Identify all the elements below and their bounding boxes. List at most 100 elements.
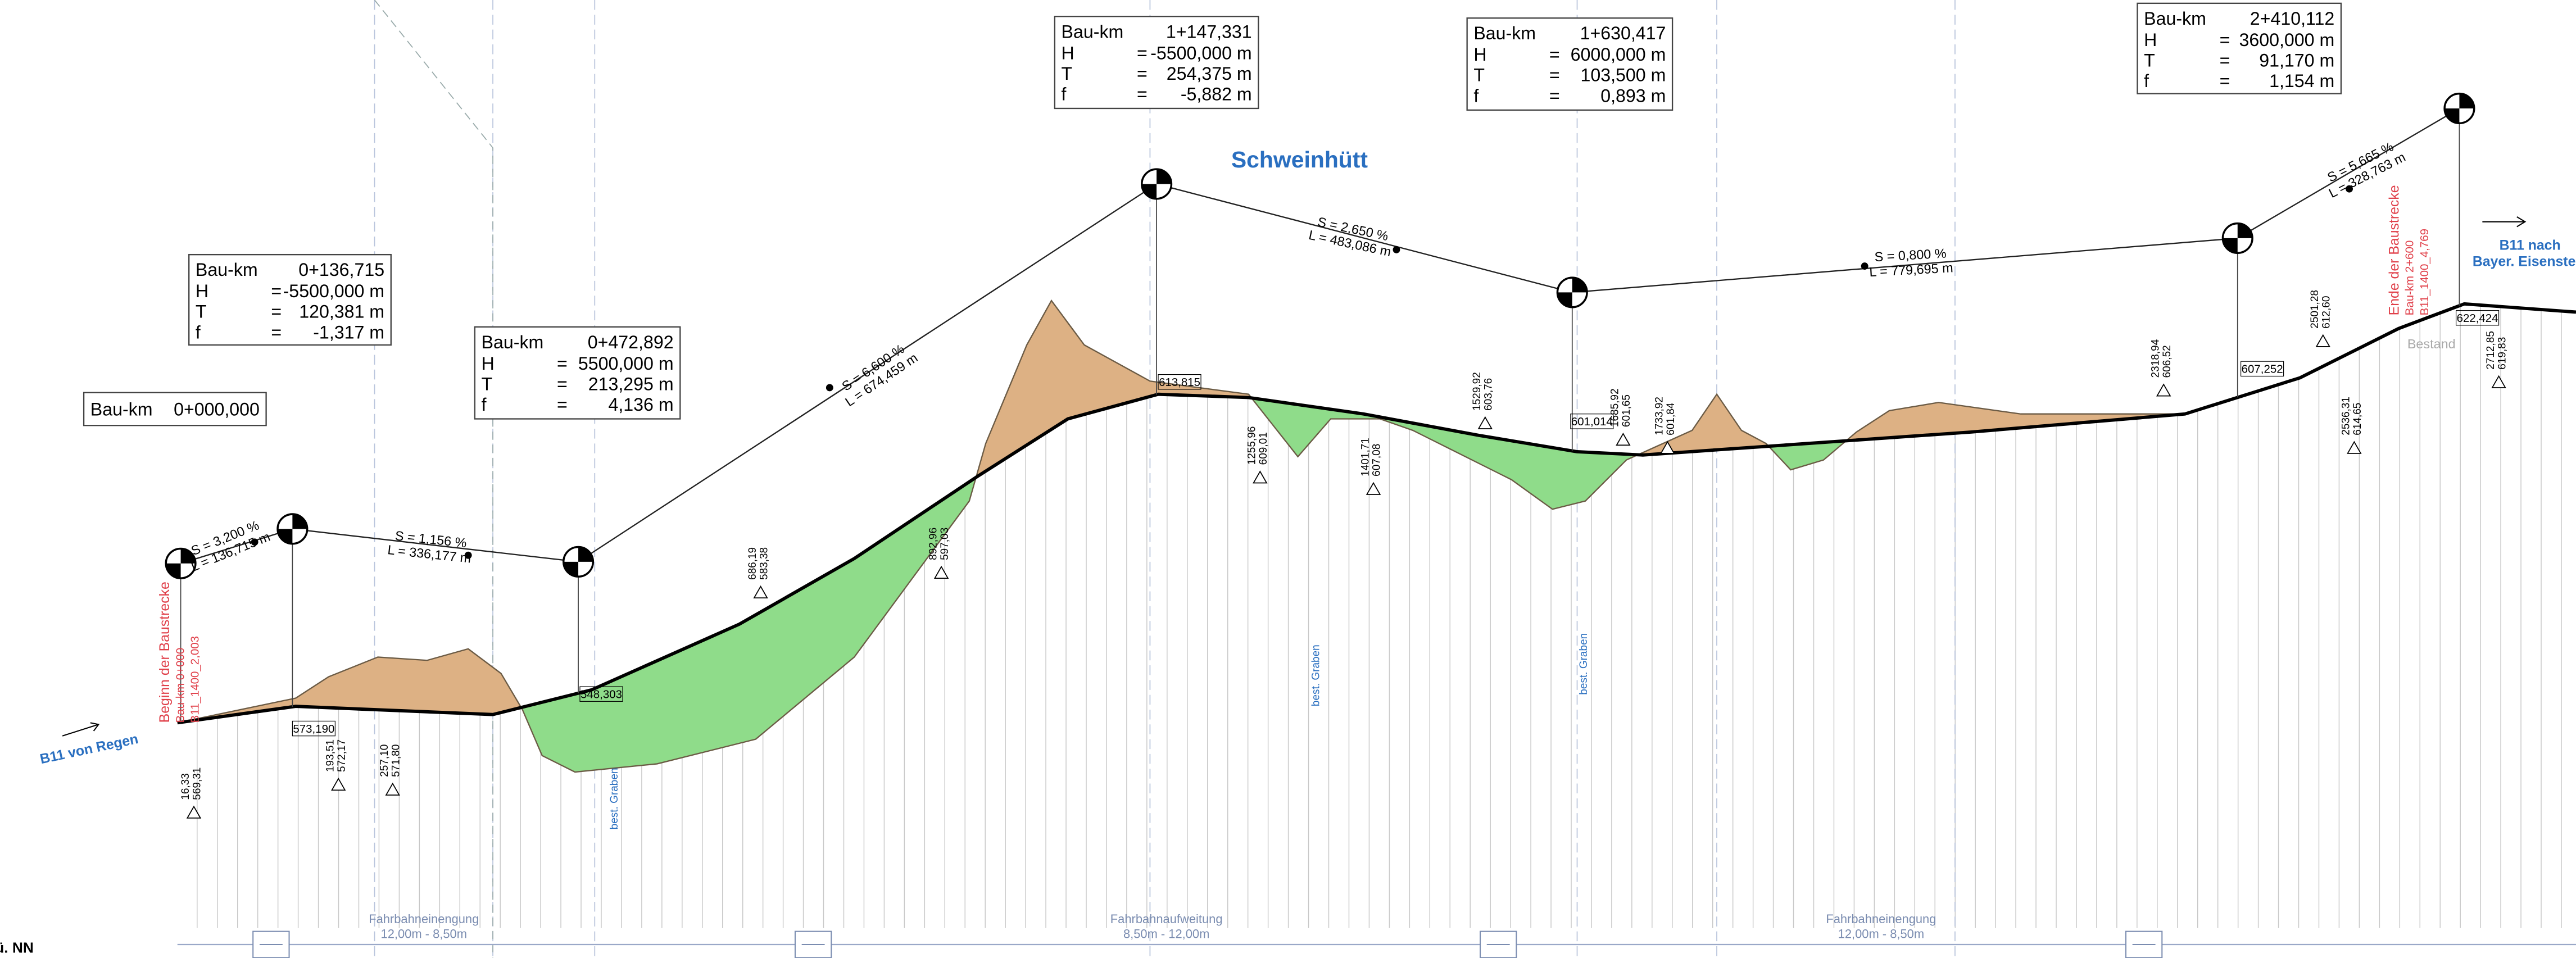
box-value: 0+000,000 xyxy=(174,399,260,420)
elevation-label: 607,252 xyxy=(2242,363,2283,376)
vertex-quadrant xyxy=(278,514,307,544)
box-station: 1+630,417 xyxy=(1580,23,1666,43)
pair-marker xyxy=(385,782,400,796)
pair-station: 686,19 xyxy=(747,547,759,580)
elevation-label: 573,190 xyxy=(293,723,334,735)
box-label: Bau-km xyxy=(1062,21,1124,42)
box-station: 0+136,715 xyxy=(298,260,384,280)
grade-line xyxy=(177,302,2576,725)
row-symbol: T xyxy=(1062,63,1073,84)
pair-marker xyxy=(2491,375,2506,388)
pair-marker xyxy=(2156,383,2171,397)
direction-arrow xyxy=(2482,216,2527,228)
tangent-arrow xyxy=(1393,246,1400,253)
pair-station: 1529,92 xyxy=(1471,372,1483,411)
box-label: Bau-km xyxy=(482,332,544,352)
elevation-label: 601,014 xyxy=(1571,415,1613,428)
row-symbol: f xyxy=(482,394,487,415)
row-eq: = xyxy=(557,374,568,394)
lane-note-width: 8,50m - 12,00m xyxy=(1123,927,1209,941)
pair-station: 2712,85 xyxy=(2485,331,2497,370)
row-value: -5500,000 m xyxy=(283,281,384,301)
row-symbol: H xyxy=(1062,43,1074,63)
pair-station: 193,51 xyxy=(324,739,336,772)
row-eq: = xyxy=(1549,85,1560,106)
vertex-quadrant xyxy=(1141,169,1172,199)
row-value: 120,381 m xyxy=(299,302,384,322)
row-symbol: f xyxy=(2144,71,2149,91)
ditch-label: best. Graben xyxy=(1578,633,1590,695)
row-eq: = xyxy=(271,281,282,301)
datum-label: ü. NN xyxy=(0,939,34,956)
row-eq: = xyxy=(1549,65,1560,85)
pair-marker xyxy=(1477,416,1493,429)
pair-elevation: 606,52 xyxy=(2161,345,2173,378)
row-symbol: H xyxy=(482,353,495,374)
row-eq: = xyxy=(557,353,568,374)
pair-elevation: 614,65 xyxy=(2352,403,2364,435)
pair-marker xyxy=(186,805,202,819)
row-value: -5500,000 m xyxy=(1150,43,1251,63)
direction-end: Bayer. Eisenste xyxy=(2473,255,2576,270)
lane-note-width: 12,00m - 8,50m xyxy=(381,927,467,941)
tangent-arrow xyxy=(464,551,472,559)
row-symbol: T xyxy=(196,302,207,322)
section-limit: Beginn der Baustrecke xyxy=(157,582,173,723)
box-station: 0+472,892 xyxy=(588,332,674,352)
box-frame xyxy=(83,392,267,426)
row-value: 1,154 m xyxy=(2269,71,2334,91)
section-limit: Ende der Baustrecke xyxy=(2387,185,2402,315)
lane-note-title: Fahrbahnaufweitung xyxy=(1110,912,1223,926)
row-symbol: f xyxy=(196,322,201,342)
slope-label: S = 0,800 %L = 779,695 m xyxy=(1869,246,1953,279)
row-symbol: T xyxy=(2144,50,2155,70)
section-limit: B11_1400_2,003 xyxy=(189,636,202,723)
row-eq: = xyxy=(1549,44,1560,65)
row-value: 91,170 m xyxy=(2259,50,2334,70)
section-limit: B11_1400_4,769 xyxy=(2418,229,2431,315)
ditch-label: best. Graben xyxy=(609,768,620,830)
row-eq: = xyxy=(1137,84,1148,104)
row-eq: = xyxy=(557,394,568,415)
section-limit: Bau-km 0+000 xyxy=(174,648,187,723)
tangent-arrow xyxy=(826,384,833,392)
elevation-frame xyxy=(1570,414,1614,429)
pair-station: 16,33 xyxy=(180,773,192,800)
elevation-label: 548,303 xyxy=(580,688,622,701)
box-station: 2+410,112 xyxy=(2250,8,2334,29)
row-value: -1,317 m xyxy=(313,322,384,342)
existing-label: Bestand xyxy=(2407,337,2456,351)
direction-end: B11 nach xyxy=(2500,238,2561,253)
pair-station: 1733,92 xyxy=(1654,397,1666,435)
pair-elevation: 572,17 xyxy=(336,739,348,772)
lane-note-width: 12,00m - 8,50m xyxy=(1838,927,1924,941)
row-value: 254,375 m xyxy=(1167,63,1252,84)
box-label: Bau-km xyxy=(196,260,258,280)
direction-arrow xyxy=(62,722,100,737)
pair-elevation: 619,83 xyxy=(2496,337,2508,370)
pair-station: 2501,28 xyxy=(2309,290,2321,329)
row-symbol: T xyxy=(482,374,493,394)
row-value: 103,500 m xyxy=(1581,65,1666,85)
row-symbol: T xyxy=(1473,65,1485,85)
box-frame xyxy=(1466,17,1674,111)
station-box: Bau-km 0+000,000 xyxy=(83,392,267,426)
elevation-label: 613,815 xyxy=(1159,376,1200,389)
row-eq: = xyxy=(1137,43,1148,63)
tangent-arrow xyxy=(1861,262,1868,270)
pair-station: 2318,94 xyxy=(2149,339,2161,378)
row-eq: = xyxy=(2220,50,2230,70)
row-value: 213,295 m xyxy=(588,374,674,394)
pair-station: 257,10 xyxy=(379,744,391,777)
lane-note-title: Fahrbahneinengung xyxy=(369,912,479,926)
box-frame xyxy=(474,326,681,420)
box-label: Bau-km xyxy=(2144,8,2206,29)
pair-elevation: 601,65 xyxy=(1621,394,1632,427)
box-station: 1+147,331 xyxy=(1166,21,1252,42)
terrain-line xyxy=(177,299,2185,773)
pair-marker xyxy=(1253,470,1268,484)
pair-station: 1685,92 xyxy=(1609,388,1621,427)
pair-marker xyxy=(1616,433,1631,446)
